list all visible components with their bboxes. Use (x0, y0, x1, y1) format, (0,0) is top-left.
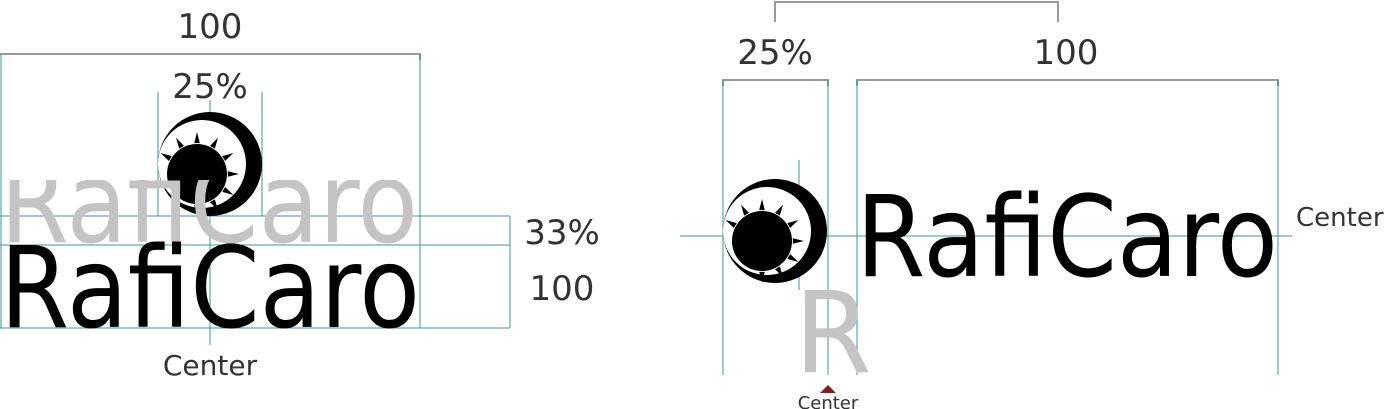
sun-ray-icon (176, 137, 184, 149)
right-bottom-center-label: Center (798, 393, 859, 409)
left-ghost-wordmark: RafiCaro (0, 139, 418, 269)
sun-ray-icon (725, 220, 737, 228)
sun-ray-icon (775, 266, 783, 278)
right-text-width-label: 100 (1034, 33, 1099, 73)
left-width-label: 100 (178, 7, 243, 47)
sun-ray-icon (227, 171, 239, 177)
sun-ray-icon (787, 220, 799, 228)
sun-ray-icon (792, 238, 804, 244)
right-text-dimension-line (856, 79, 1279, 86)
sun-ray-icon (759, 199, 765, 211)
left-wordmark: RafiCaro (0, 224, 420, 354)
sun-ray-icon (222, 187, 234, 195)
left-panel: 100 25% RafiCaro RafiCaro 33% 100 Center (0, 7, 600, 382)
sun-ray-icon (759, 271, 765, 283)
right-center-label: Center (1296, 203, 1384, 233)
right-mark-dimension-line (722, 79, 829, 86)
sun-ray-icon (775, 204, 783, 216)
sun-ray-icon (160, 153, 172, 161)
right-crescent-sun-icon (723, 179, 827, 283)
right-mark-width-label: 25% (737, 33, 813, 73)
left-crescent-sun-icon (158, 112, 262, 216)
right-ghost-letter: R (794, 269, 872, 399)
sun-ray-icon (210, 199, 218, 211)
sun-ray-icon (787, 254, 799, 262)
sun-ray-icon (194, 204, 200, 216)
sun-ray-icon (194, 132, 200, 144)
triangle-up-icon (820, 385, 836, 393)
sun-ray-icon (210, 137, 218, 149)
left-center-label: Center (163, 349, 258, 382)
left-text-height-label: 100 (530, 269, 595, 309)
right-top-bracket (774, 1, 1059, 22)
right-wordmark: RafiCaro (856, 173, 1278, 303)
left-gap-label: 33% (524, 213, 600, 253)
sun-ray-icon (741, 204, 749, 216)
left-width-dimension-line (0, 53, 421, 60)
left-mark-width-label: 25% (172, 67, 248, 107)
sun-ray-icon (222, 153, 234, 161)
right-panel: 25% 100 R RafiCaro Center Center (680, 1, 1384, 409)
